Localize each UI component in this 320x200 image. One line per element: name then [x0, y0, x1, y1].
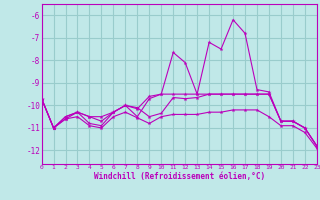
X-axis label: Windchill (Refroidissement éolien,°C): Windchill (Refroidissement éolien,°C): [94, 172, 265, 181]
